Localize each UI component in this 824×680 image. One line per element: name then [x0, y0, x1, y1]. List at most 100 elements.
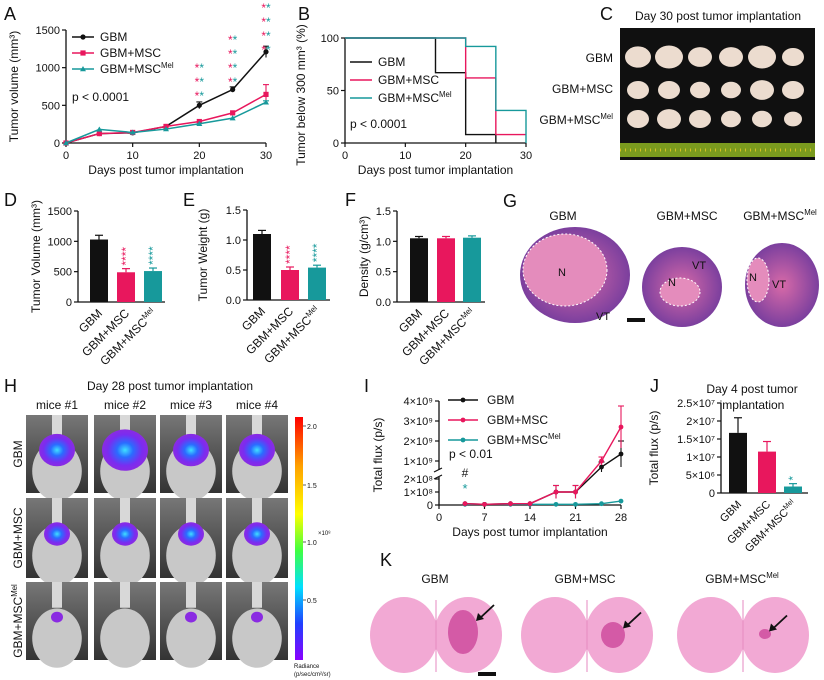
group-label-base: GBM	[718, 499, 744, 525]
signal-blob	[102, 429, 148, 471]
data-point	[63, 140, 69, 146]
x-tick-label: 10	[399, 150, 411, 162]
signal-blob	[251, 611, 263, 623]
group-label-base: GBM+MSC	[487, 433, 548, 447]
left-hemisphere	[370, 597, 438, 673]
significance-star: *	[195, 61, 200, 75]
data-point	[618, 498, 624, 504]
colorbar-tick: 1.0	[307, 540, 317, 547]
data-point	[229, 115, 236, 121]
group-label-sup: Mel	[600, 112, 613, 121]
significance-star: *	[266, 1, 271, 15]
data-point	[618, 424, 624, 430]
signal-blob	[39, 433, 75, 467]
y-tick-label: 2.5×10⁷	[677, 398, 715, 410]
colorbar-label: Radiance	[294, 664, 320, 670]
data-point	[527, 501, 533, 507]
viable-tumor-label: VT	[692, 260, 706, 272]
tumor-specimen	[655, 45, 683, 69]
group-label-base: GBM+MSC	[554, 572, 615, 586]
significance-star: *	[261, 1, 266, 15]
tumor-specimen	[627, 109, 649, 129]
y-tick-label: 0	[54, 138, 60, 150]
mouse-image	[226, 582, 288, 668]
significance-star: *	[228, 47, 233, 61]
y-tick-label: 5×10⁶	[686, 470, 715, 482]
y-axis-label: Tumor volume (mm³)	[7, 31, 21, 143]
bar	[308, 267, 326, 300]
data-point	[263, 91, 269, 98]
group-label-sup: Mel	[804, 208, 817, 217]
bar	[117, 272, 135, 302]
group-label-base: GBM	[11, 440, 25, 467]
group-label: GBM+MSCMel	[705, 571, 779, 586]
group-label-base: GBM	[586, 51, 613, 65]
nose-cone	[52, 415, 62, 441]
data-point	[553, 489, 559, 495]
significance-star: *	[462, 481, 467, 496]
significance-star: *	[266, 15, 271, 29]
y-tick-label: 0.0	[376, 297, 391, 309]
mouse-body	[32, 525, 82, 586]
panel-label-f: F	[345, 190, 356, 210]
group-label: GBM+MSC	[554, 572, 615, 586]
group-label-base: GBM+MSC	[11, 596, 25, 657]
data-point	[196, 120, 203, 126]
group-label: GBM+MSC	[656, 209, 717, 223]
significance-star: *	[228, 33, 233, 47]
group-label-base: GBM+MSC	[378, 73, 439, 87]
series-line	[464, 453, 622, 506]
tumor-region	[759, 629, 771, 639]
data-point	[96, 126, 103, 132]
brain-section	[677, 597, 809, 673]
data-point	[482, 501, 487, 507]
mouse-column-label: mice #1	[36, 398, 78, 412]
y-tick-label: 2×10⁹	[404, 436, 434, 448]
x-tick-label: 30	[260, 150, 272, 162]
panel-label-g: G	[503, 191, 517, 211]
brain-section	[370, 597, 502, 673]
data-point	[599, 458, 604, 464]
mouse-body	[232, 525, 282, 586]
y-axis-label: Tumor Volume (mm³)	[29, 200, 43, 313]
mouse-body	[100, 525, 150, 586]
legend-marker	[460, 417, 466, 423]
bar	[90, 239, 108, 302]
significance-star: *	[228, 61, 233, 75]
x-axis-label: Days post tumor implantation	[452, 525, 607, 539]
tumor-specimen	[719, 47, 743, 67]
y-tick-label: 0.5	[376, 267, 391, 279]
right-hemisphere	[741, 597, 809, 673]
nose-cone	[252, 498, 262, 525]
significance-star: *	[266, 29, 271, 43]
data-point	[230, 86, 236, 93]
mouse-image	[26, 582, 88, 668]
necrosis-label: N	[749, 272, 757, 284]
necrotic-region	[522, 233, 608, 307]
significance-star: *	[261, 43, 266, 57]
mouse-body	[166, 608, 216, 668]
mouse-body	[232, 608, 282, 668]
group-label-base: GBM+MSC	[100, 62, 161, 76]
group-label: GBM+MSCMel	[10, 584, 25, 658]
panel-label-d: D	[4, 190, 17, 210]
mouse-column-label: mice #4	[236, 398, 278, 412]
data-point	[129, 129, 136, 135]
legend-label: GBM	[378, 55, 405, 69]
tumor-specimen	[688, 47, 712, 67]
y-tick-label: 1.0	[226, 235, 241, 247]
arrow-head-icon	[476, 613, 484, 621]
x-tick-label: 0	[436, 512, 442, 524]
bar	[410, 238, 428, 302]
tumor-specimen	[721, 110, 741, 128]
panel-label-j: J	[650, 376, 659, 396]
brain-section	[521, 597, 653, 673]
legend-label: GBM+MSC	[100, 46, 161, 60]
x-axis-label: Days post tumor implantation	[88, 163, 243, 177]
data-point	[80, 66, 86, 72]
photo-background	[620, 28, 815, 160]
mouse-image	[160, 415, 222, 501]
mouse-image	[26, 415, 88, 501]
signal-blob	[239, 433, 275, 467]
data-point	[573, 501, 578, 507]
